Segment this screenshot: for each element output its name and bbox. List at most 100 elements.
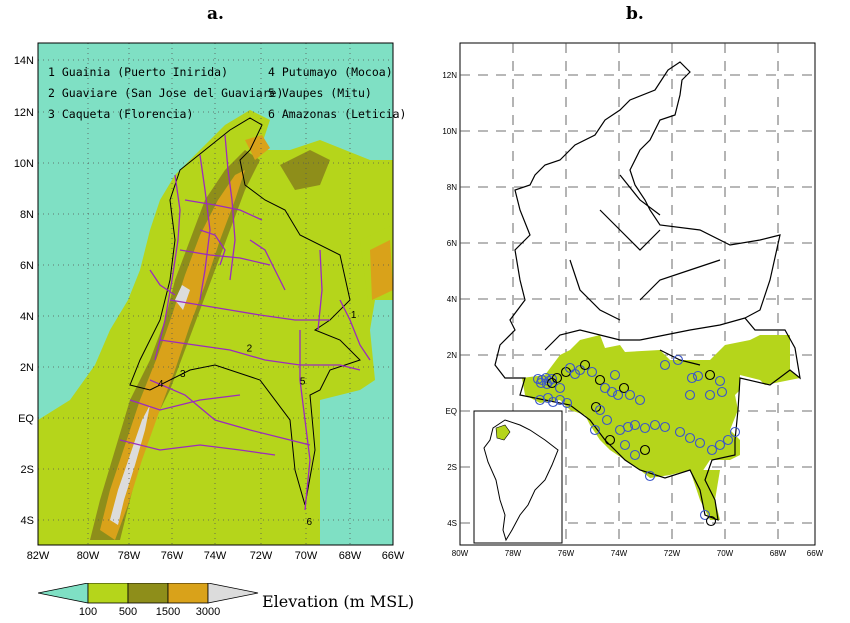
station-circle	[639, 444, 651, 456]
station-circle	[716, 386, 728, 398]
department-legend: 1 Guainia (Puerto Inirida) 2 Guaviare (Sa…	[48, 65, 406, 121]
study-region	[522, 335, 800, 478]
station-circle	[586, 366, 598, 378]
elevation-map: 14N 12N 10N 8N 6N 4N 2N EQ 2S 4S 82W 80W 78W 76W 74W 72…	[14, 42, 406, 562]
lat-label-b: 8N	[447, 183, 457, 192]
station-circle	[714, 375, 726, 387]
department-marker: 3	[180, 369, 186, 380]
elevation-colorbar: 100 500 1500 3000	[38, 583, 259, 617]
station-circle	[692, 370, 704, 382]
lon-label-b: 66W	[807, 549, 824, 558]
peaks-central	[175, 285, 190, 310]
lon-label-b: 78W	[505, 549, 522, 558]
station-circle	[604, 434, 616, 446]
lat-label-b: 4N	[447, 295, 457, 304]
station-markers	[532, 354, 741, 527]
lon-label-a: 82W	[27, 550, 50, 562]
station-circle	[686, 372, 698, 384]
colorbar-segment-1	[38, 583, 89, 604]
legend-item: 5 Vaupes (Mitu)	[268, 86, 372, 100]
lat-label-a: 6N	[20, 260, 34, 272]
lat-label-b: 12N	[442, 71, 457, 80]
mountains-north	[280, 150, 330, 190]
colorbar-segment-2	[87, 583, 129, 604]
station-circle	[672, 354, 684, 366]
colombia-border-a	[129, 117, 361, 506]
station-circle	[579, 359, 591, 371]
station-circle	[541, 378, 553, 390]
lat-label-b: 6N	[447, 239, 457, 248]
station-circle	[644, 470, 656, 482]
mountains-east	[370, 240, 393, 300]
lat-label-b: 2N	[447, 351, 457, 360]
station-circle	[639, 422, 651, 434]
colorbar-tick-1: 100	[79, 606, 97, 617]
colorbar-segment-3	[127, 583, 169, 604]
station-circle	[535, 377, 547, 389]
legend-item: 1 Guainia (Puerto Inirida)	[48, 65, 228, 79]
station-circle	[704, 389, 716, 401]
station-circle	[606, 386, 618, 398]
lat-label-a: 4S	[21, 515, 34, 527]
station-circle	[629, 419, 641, 431]
station-circle	[629, 449, 641, 461]
lat-label-a: 12N	[14, 107, 34, 119]
lon-label-b: 70W	[717, 549, 734, 558]
station-circle	[722, 434, 734, 446]
axes-b: 12N 10N 8N 6N 4N 2N EQ 2S 4S 80W 78W 76W 74W 72W 70W 68…	[442, 71, 823, 558]
lat-label-a: 2S	[21, 464, 34, 476]
colorbar-segment-5	[207, 583, 259, 604]
lon-label-b: 68W	[770, 549, 787, 558]
lat-label-a: 10N	[14, 158, 34, 170]
lat-label-a: EQ	[18, 413, 34, 425]
station-circle	[561, 397, 573, 409]
lon-label-a: 66W	[382, 550, 405, 562]
station-circle	[684, 389, 696, 401]
lat-label-b: EQ	[445, 407, 457, 416]
department-marker: 1	[351, 310, 357, 321]
lat-label-b: 4S	[447, 519, 457, 528]
department-marker: 6	[306, 517, 312, 528]
lat-label-a: 4N	[20, 311, 34, 323]
colorbar-segment-4	[167, 583, 209, 604]
station-circle	[694, 437, 706, 449]
axes-a: 14N 12N 10N 8N 6N 4N 2N EQ 2S 4S 82W 80W 78W 76W 74W 72…	[14, 55, 405, 562]
station-circle	[684, 432, 696, 444]
station-circle	[634, 394, 646, 406]
lat-label-b: 2S	[447, 463, 457, 472]
station-circle	[547, 396, 559, 408]
station-circle	[699, 509, 711, 521]
station-circle	[624, 389, 636, 401]
station-circle	[594, 374, 606, 386]
station-circle	[706, 444, 718, 456]
colorbar-tick-2: 500	[119, 606, 137, 617]
station-circle	[674, 426, 686, 438]
lat-label-b: 10N	[442, 127, 457, 136]
andes-peaks	[110, 405, 150, 525]
colorbar-tick-3: 1500	[156, 606, 180, 617]
lon-label-b: 74W	[611, 549, 628, 558]
station-circle	[618, 382, 630, 394]
station-circle	[554, 394, 566, 406]
station-circle	[554, 382, 566, 394]
lon-label-a: 68W	[339, 550, 362, 562]
station-circle	[729, 426, 741, 438]
legend-item: 2 Guaviare (San Jose del Guaviare)	[48, 86, 283, 100]
department-boundaries	[119, 134, 371, 511]
station-circle	[564, 362, 576, 374]
lon-label-b: 72W	[664, 549, 681, 558]
lon-label-a: 74W	[204, 550, 227, 562]
lat-label-a: 14N	[14, 55, 34, 67]
leticia-trapeze	[690, 470, 720, 520]
station-circle	[551, 372, 563, 384]
station-circle	[594, 404, 606, 416]
lat-label-a: 8N	[20, 209, 34, 221]
station-circle	[714, 439, 726, 451]
legend-item: 6 Amazonas (Leticia)	[268, 107, 406, 121]
lon-label-b: 80W	[452, 549, 469, 558]
colorbar-tick-4: 3000	[196, 606, 220, 617]
station-circle	[612, 389, 624, 401]
department-marker: 4	[158, 379, 164, 390]
lon-label-a: 80W	[77, 550, 100, 562]
inset-colombia	[495, 424, 511, 441]
